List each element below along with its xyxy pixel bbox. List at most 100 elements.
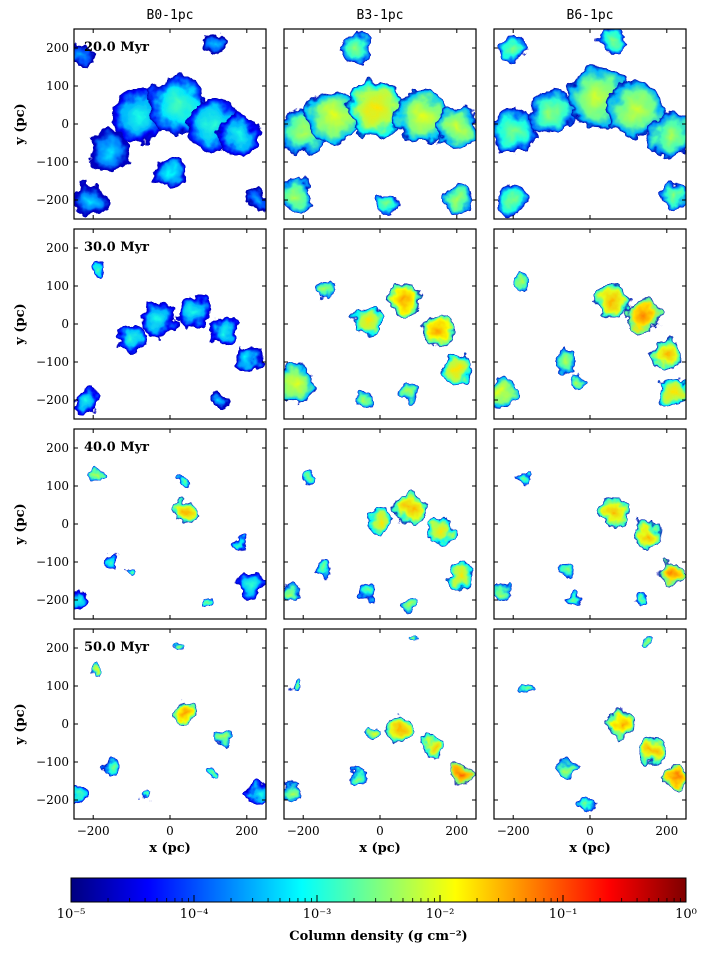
y-tick-label: 0 (61, 717, 69, 731)
gas-cloud (368, 727, 384, 744)
gas-cloud (284, 582, 302, 602)
gas-cloud (494, 582, 512, 602)
time-label: 30.0 Myr (84, 240, 149, 255)
panel: 50.0 Myr 200 100 0 −100 −200 −200 0 200 y (pc) x (… (13, 628, 267, 856)
gas-cloud (448, 761, 473, 786)
gas-cloud (353, 304, 384, 336)
y-tick-label: −200 (36, 193, 69, 207)
y-tick-label: −100 (36, 755, 69, 769)
gas-cloud (91, 665, 103, 677)
y-tick-label: −200 (36, 593, 69, 607)
x-tick-label: 200 (655, 824, 678, 838)
y-axis-label: y (pc) (13, 103, 28, 145)
gas-cloud (395, 493, 427, 525)
y-axis-label: y (pc) (13, 703, 28, 745)
gas-cloud (87, 129, 130, 172)
gas-cloud (633, 520, 663, 550)
gas-cloud (385, 714, 413, 742)
x-axis-label: x (pc) (149, 841, 191, 856)
panel (493, 28, 687, 220)
gas-cloud (289, 680, 302, 692)
gas-cloud (237, 571, 265, 599)
panel: −200 0 200 x (pc) (493, 628, 687, 856)
panel-background (494, 629, 686, 819)
panel: −200 0 200 x (pc) (283, 628, 477, 856)
panel-background (74, 629, 266, 819)
column-title: B3-1pc (357, 8, 404, 23)
gas-cloud (559, 561, 575, 578)
gas-cloud (422, 735, 446, 759)
gas-cloud (173, 643, 183, 653)
gas-cloud (494, 108, 537, 155)
gas-cloud (116, 323, 147, 355)
gas-cloud (173, 500, 198, 525)
gas-cloud (349, 769, 365, 785)
gas-cloud (218, 114, 261, 157)
time-label: 50.0 Myr (84, 640, 149, 655)
gas-cloud (638, 737, 665, 765)
colorbar-tick-label: 10⁻³ (303, 907, 332, 922)
panel-background (284, 629, 476, 819)
gas-cloud (634, 594, 646, 606)
gas-cloud (246, 780, 266, 804)
y-tick-label: 100 (46, 679, 69, 693)
gas-cloud (366, 506, 394, 534)
gas-cloud (314, 561, 331, 578)
gas-cloud (74, 788, 86, 804)
colorbar-tick-label: 10⁻⁴ (180, 907, 209, 922)
column-titles: B0-1pc B3-1pc B6-1pc (147, 8, 614, 23)
gas-cloud (597, 497, 629, 528)
gas-cloud (102, 758, 122, 778)
colorbar-tick-label: 10⁰ (675, 907, 697, 922)
gas-cloud (284, 178, 313, 214)
y-tick-label: 0 (61, 317, 69, 331)
y-tick-label: 200 (46, 241, 69, 255)
y-axis-label: y (pc) (13, 503, 28, 545)
gas-cloud (642, 635, 653, 646)
gas-cloud (557, 760, 577, 780)
y-tick-label: 100 (46, 79, 69, 93)
gas-cloud (204, 32, 228, 56)
gas-cloud (421, 315, 454, 348)
gas-cloud (513, 274, 529, 290)
x-tick-label: 0 (376, 824, 384, 838)
gas-cloud (607, 80, 665, 138)
time-label: 40.0 Myr (84, 440, 149, 455)
y-tick-label: −100 (36, 155, 69, 169)
y-tick-label: 0 (61, 517, 69, 531)
y-tick-label: 200 (46, 441, 69, 455)
x-tick-label: −200 (77, 824, 110, 838)
panel (283, 28, 477, 220)
gas-cloud (74, 182, 107, 218)
gas-cloud (74, 590, 88, 610)
gas-cloud (233, 344, 261, 372)
gas-cloud (305, 472, 317, 485)
y-tick-label: 200 (46, 41, 69, 55)
column-title: B0-1pc (147, 8, 194, 23)
gas-cloud (570, 373, 587, 389)
y-tick-label: −200 (36, 393, 69, 407)
x-tick-label: −200 (497, 824, 530, 838)
gas-cloud (651, 339, 683, 370)
panel (493, 228, 687, 420)
panel (283, 428, 477, 620)
panel-grid: 20.0 Myr 200 100 0 −100 −200 y (pc) 30.0 Myr 200… (13, 28, 687, 856)
gas-cloud (284, 365, 315, 404)
gas-cloud (91, 468, 103, 481)
gas-cloud (74, 44, 94, 68)
x-axis-label: x (pc) (569, 841, 611, 856)
gas-cloud (385, 283, 421, 319)
gas-cloud (216, 732, 231, 747)
gas-cloud (175, 295, 211, 330)
y-tick-label: −100 (36, 355, 69, 369)
gas-cloud (154, 158, 186, 189)
gas-cloud (555, 350, 579, 374)
y-tick-label: 100 (46, 479, 69, 493)
gas-cloud (595, 283, 631, 319)
gas-cloud (626, 299, 662, 334)
gas-cloud (142, 791, 152, 801)
panel-background (494, 429, 686, 619)
gas-cloud (607, 710, 635, 738)
gas-cloud (401, 382, 421, 402)
colorbar-label: Column density (g cm⁻²) (289, 929, 467, 944)
